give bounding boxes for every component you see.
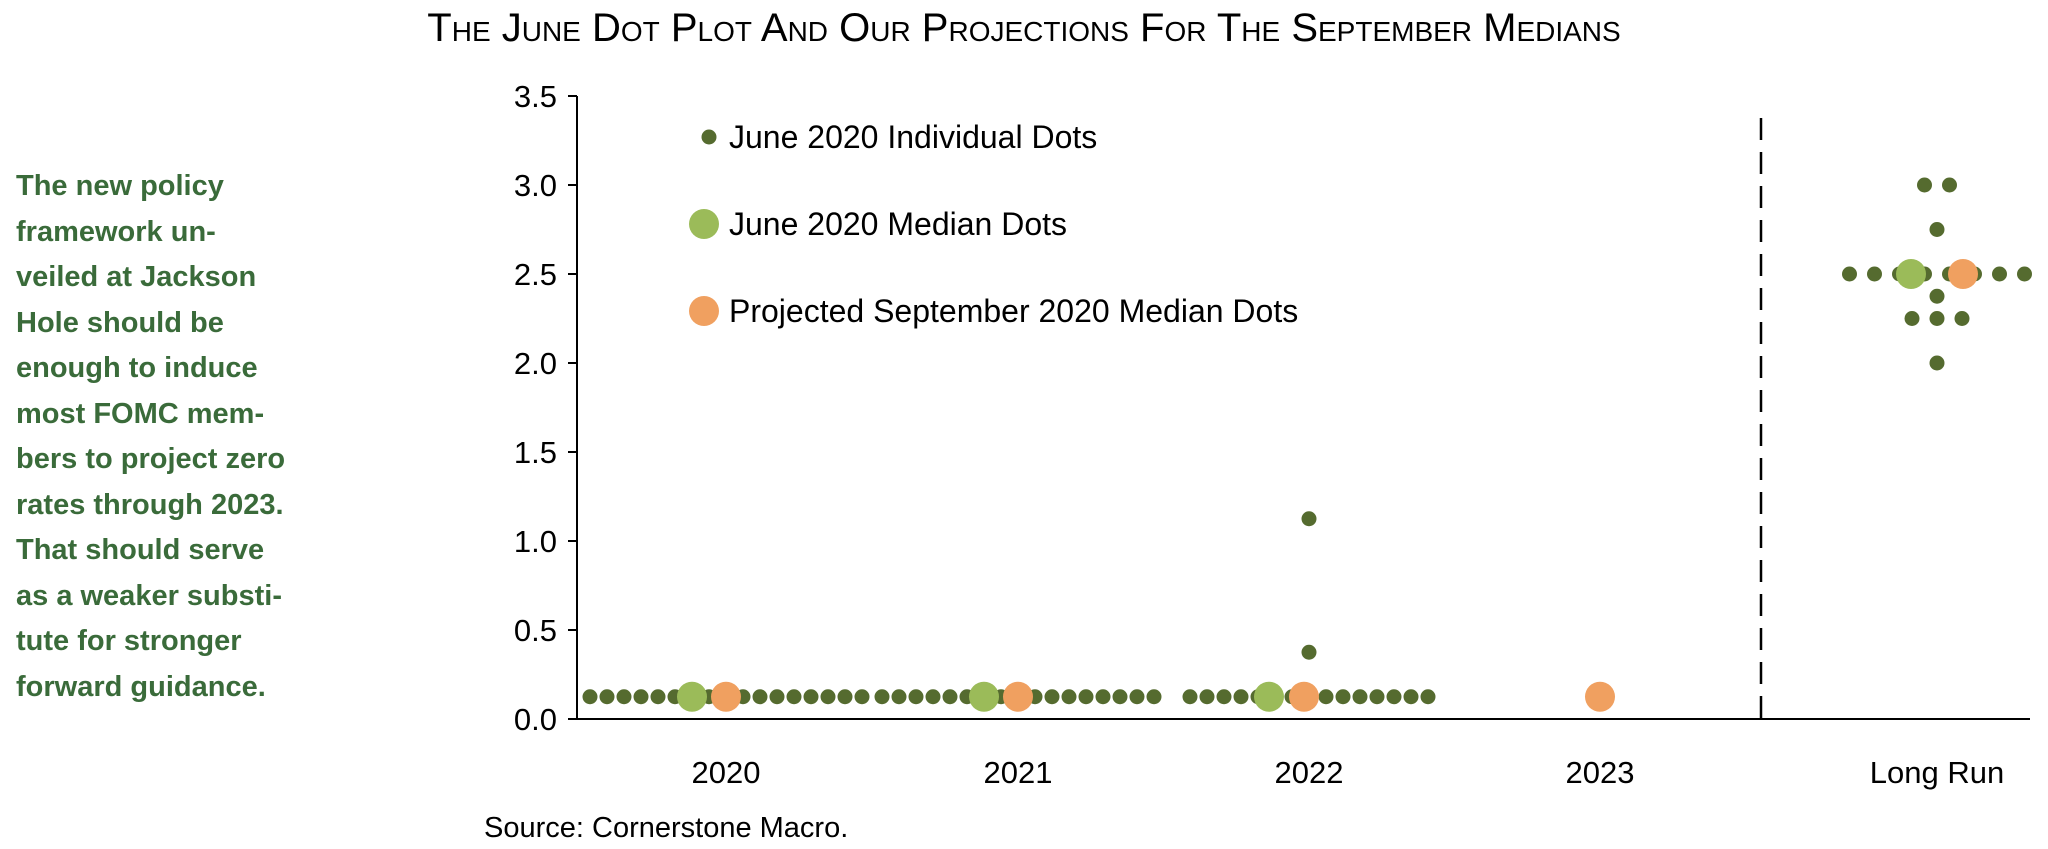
individual-dot [942,689,958,705]
x-tick-label: Long Run [1870,755,2004,790]
y-tick-label: 2.0 [514,346,557,381]
axes: 0.0 0.5 1.0 1.5 2.0 2.5 3.0 3.5 2020 2021 2022 2023… [514,79,2030,790]
median-dot [677,681,707,712]
note-line: veiled at Jackson [16,261,257,293]
x-tick-label: 2022 [1275,755,1344,790]
note-line: That should serve [16,534,265,566]
side-note: The new policy framework un-veiled at Jac… [16,164,346,710]
individual-dot [1942,177,1957,193]
individual-dot [1301,511,1317,527]
legend-label-individual: June 2020 Individual Dots [729,119,1097,155]
y-tick-label: 0.0 [514,702,557,737]
individual-dot [633,689,649,705]
individual-dot [2017,266,2032,282]
individual-dot [908,689,924,705]
individual-dot [1842,266,1857,282]
individual-dot [803,689,819,705]
note-line: enough to induce [16,352,258,384]
individual-dot [1318,689,1334,705]
individual-dot [786,689,802,705]
individual-dot [1386,689,1402,705]
individual-dot [1403,689,1419,705]
individual-dot [1301,644,1317,660]
note-line: tute for stronger [16,625,242,657]
individual-dot [1199,689,1215,705]
individual-dot [1216,689,1232,705]
y-tick-label: 1.0 [514,524,557,559]
projected-median-dot [711,681,741,712]
individual-dot [1146,689,1162,705]
individual-dot [1929,311,1945,326]
median-dot [1896,259,1926,289]
individual-dot [1929,288,1945,304]
median-dot [969,681,999,712]
x-tick-label: 2021 [984,755,1053,790]
individual-dot [1917,177,1932,193]
y-tick-label: 3.5 [514,79,557,114]
y-tick-label: 3.0 [514,168,557,203]
legend-marker-median [689,209,719,239]
y-tick-label: 1.5 [514,435,557,470]
individual-dot [1078,689,1094,705]
individual-dot [1044,689,1060,705]
individual-dot [582,689,598,705]
individual-dot [891,689,907,705]
individual-dot [1929,222,1945,237]
y-tick-label: 2.5 [514,257,557,292]
legend: June 2020 Individual Dots June 2020 Media… [689,119,1298,329]
note-line: most FOMC mem- [16,397,265,430]
individual-dot [1112,689,1128,705]
individual-dot [650,689,666,705]
projected-median-dot [1585,681,1615,712]
note-line: The new policy [16,170,224,202]
individual-dot [1233,689,1249,705]
x-tick-label: 2023 [1566,755,1635,790]
dots [582,177,2032,712]
individual-dot [1129,689,1145,705]
legend-label-projected: Projected September 2020 Median Dots [729,293,1298,329]
individual-dot [752,689,768,705]
individual-dot [854,689,870,705]
x-tick-label: 2020 [692,755,761,790]
individual-dot [769,689,785,705]
individual-dot [1867,266,1882,282]
note-line: Hole should be [16,306,224,339]
individual-dot [1929,355,1945,371]
individual-dot [1335,689,1351,705]
individual-dot [1420,689,1436,705]
individual-dot [1369,689,1385,705]
individual-dot [1061,689,1077,705]
individual-dot [616,689,632,705]
projected-median-dot [1289,681,1319,712]
legend-marker-individual [701,129,717,145]
individual-dot [1992,266,2007,282]
individual-dot [599,689,615,705]
individual-dot [837,689,853,705]
individual-dot [1954,311,1970,326]
individual-dot [1095,689,1111,705]
legend-marker-projected [689,296,719,326]
individual-dot [1182,689,1198,705]
individual-dot [874,689,890,705]
individual-dot [1352,689,1368,705]
projected-median-dot [1003,681,1033,712]
legend-label-median: June 2020 Median Dots [729,206,1067,242]
note-line: framework un- [16,215,216,248]
individual-dot [925,689,941,705]
note-line: bers to project zero [16,443,286,475]
note-line: forward guidance. [16,670,266,703]
y-tick-label: 0.5 [514,613,557,648]
note-line: rates through 2023. [16,488,284,521]
median-dot [1254,681,1284,712]
individual-dot [820,689,836,705]
source-note: Source: Cornerstone Macro. [484,812,849,844]
projected-median-dot [1948,259,1978,289]
chart-title: The June Dot Plot And Our Projections Fo… [427,6,1621,50]
individual-dot [1904,311,1920,326]
note-line: as a weaker substi- [16,579,282,612]
